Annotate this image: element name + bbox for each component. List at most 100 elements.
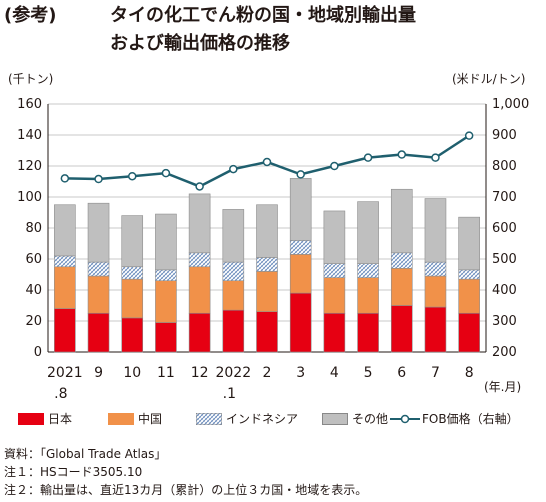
y-right-tick-label: 700: [492, 190, 517, 205]
bar-japan: [256, 311, 278, 353]
bar-indonesia: [323, 263, 346, 278]
legend-item-other: その他: [322, 410, 388, 427]
fob-price-point: [464, 131, 474, 140]
bar-other: [121, 215, 144, 268]
bar-indonesia: [390, 252, 413, 269]
bar-japan: [188, 312, 211, 353]
bar-japan: [222, 309, 245, 353]
bar-other: [188, 193, 211, 254]
y-left-tick-label: 100: [17, 190, 42, 205]
legend-item-china: 中国: [108, 410, 162, 427]
bar-indonesia: [458, 269, 480, 280]
bar-indonesia: [256, 257, 278, 272]
note-1: 注１：HSコード3505.10: [4, 465, 143, 479]
fob-price-point: [229, 164, 238, 174]
chart-area: 0 20 40 60 80 100 120 140 160 200 300 400 500 600 700 8…: [17, 97, 529, 402]
bar-japan: [155, 322, 177, 353]
legend-label-indonesia: インドネシア: [226, 412, 299, 426]
bar-other: [87, 202, 110, 263]
bar-china: [289, 254, 312, 294]
x-tick-sublabel: .8: [54, 386, 67, 402]
bar-china: [222, 280, 245, 311]
legend-swatch-china: [108, 412, 134, 425]
legend-item-japan: 日本: [18, 410, 72, 427]
y-left-tick-label: 20: [25, 314, 42, 329]
fob-price-point: [161, 168, 171, 178]
y-left-tick-label: 40: [25, 283, 42, 298]
notes: 資料：「Global Trade Atlas」 注１：HSコード3505.10 …: [4, 445, 367, 499]
legend-item-fob: FOB価格（右軸）: [390, 410, 519, 427]
bar-indonesia: [424, 261, 447, 277]
note-source: 資料：「Global Trade Atlas」: [4, 447, 167, 461]
y-right-tick-label: 200: [492, 345, 517, 360]
bar-other: [357, 201, 379, 264]
bar-other: [323, 210, 346, 264]
x-tick-label: 10: [123, 365, 141, 381]
bar-japan: [424, 306, 447, 353]
bar-other: [390, 188, 413, 254]
bar-china: [256, 271, 278, 312]
fob-price-point: [431, 153, 440, 162]
fob-price-point: [195, 182, 204, 191]
note-2: 注２：輸出量は、直近13カ月（累計）の上位３カ国・地域を表示。: [4, 483, 368, 497]
fob-price-point: [330, 161, 339, 171]
x-tick-sublabel: .1: [223, 386, 236, 402]
legend-label-china: 中国: [138, 412, 163, 426]
y-right-tick-label: 900: [492, 128, 517, 143]
x-tick-label: 6: [397, 365, 406, 381]
bar-other: [289, 178, 312, 241]
y-right-tick-label: 1,000: [492, 97, 529, 112]
x-axis-unit: (年.月): [484, 380, 522, 394]
title-prefix: (参考): [4, 5, 57, 26]
bar-other: [424, 198, 447, 263]
bar-indonesia: [54, 255, 76, 268]
y-right-tick-label: 500: [492, 252, 517, 267]
fob-price-point: [60, 174, 70, 183]
bar-other: [222, 209, 245, 263]
bar-other: [155, 213, 177, 271]
bar-japan: [323, 312, 346, 353]
y-right-tick-label: 400: [492, 283, 517, 298]
fob-price-point: [296, 170, 305, 179]
chart-title: タイの化工でん粉の国・地域別輸出量: [110, 5, 416, 26]
bar-japan: [458, 312, 480, 353]
bar-china: [188, 266, 211, 314]
y-left-tick-label: 160: [17, 97, 42, 112]
bar-indonesia: [188, 252, 211, 268]
y-left-tick-label: 140: [17, 128, 42, 143]
fob-price-point: [363, 153, 373, 162]
y-right-tick-label: 800: [492, 159, 517, 174]
y-left-tick-label: 80: [25, 221, 42, 236]
bar-china: [87, 275, 110, 314]
bar-china: [458, 278, 480, 314]
legend-item-indonesia: インドネシア: [196, 410, 298, 427]
bar-china: [390, 267, 413, 306]
fob-price-point: [127, 171, 137, 181]
bar-indonesia: [357, 263, 379, 278]
bar-china: [121, 278, 144, 319]
bar-other: [54, 204, 76, 257]
bar-china: [323, 277, 346, 314]
right-axis-unit: (米ドル/トン): [452, 72, 526, 86]
bar-china: [424, 275, 447, 308]
bar-japan: [289, 292, 312, 353]
bar-indonesia: [155, 269, 177, 282]
bar-china: [357, 277, 379, 314]
bar-other: [256, 204, 278, 258]
bar-japan: [54, 308, 76, 353]
fob-price-point: [397, 150, 407, 159]
chart-subtitle: および輸出価格の推移: [110, 33, 290, 54]
x-tick-label: 9: [94, 365, 103, 381]
x-tick-label: 7: [431, 365, 440, 381]
x-tick-label: 2022: [215, 365, 251, 381]
legend-label-japan: 日本: [48, 412, 73, 426]
bar-japan: [121, 317, 144, 353]
bar-japan: [390, 305, 413, 353]
y-right-tick-label: 300: [492, 314, 517, 329]
bar-japan: [357, 312, 379, 353]
legend-swatch-fob: [390, 414, 420, 423]
left-axis-unit: (千トン): [8, 72, 54, 86]
fob-price-point: [94, 174, 103, 184]
x-tick-label: 11: [157, 365, 175, 381]
y-left-tick-label: 60: [25, 252, 42, 267]
